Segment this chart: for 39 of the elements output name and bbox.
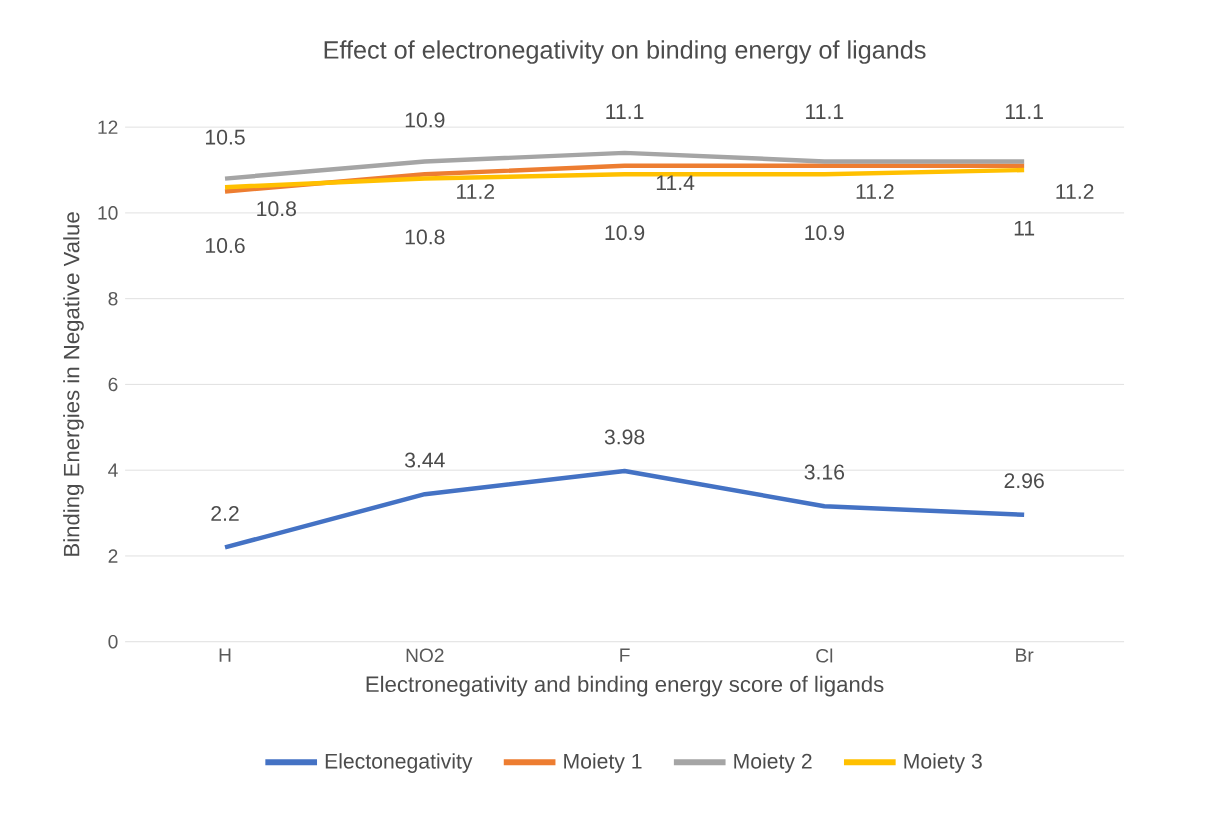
x-tick-label: Br [1016, 648, 1034, 662]
data-label: 10.8 [257, 201, 296, 217]
x-tick-label: NO2 [406, 648, 444, 662]
data-label: 11.4 [656, 175, 695, 190]
data-label: 10.5 [206, 129, 245, 145]
y-tick-label: 8 [108, 291, 118, 306]
data-label: 2.96 [1004, 472, 1044, 488]
data-label: 10.9 [605, 224, 645, 240]
y-tick-label: 6 [108, 377, 118, 392]
data-label: 10.8 [405, 229, 445, 245]
y-tick-label: 4 [108, 463, 118, 477]
legend-label: Moiety 2 [734, 752, 812, 773]
data-label: 11 [1014, 220, 1035, 236]
x-axis-title: Electronegativity and binding energy score of ligands [366, 675, 884, 697]
data-label: 11.1 [806, 104, 844, 119]
data-label: 2.2 [211, 505, 239, 521]
data-label: 10.9 [805, 224, 844, 240]
y-tick-label: 2 [108, 549, 118, 563]
y-tick-label: 12 [98, 120, 118, 134]
legend-label: Electonegativity [325, 752, 473, 773]
y-tick-label: 10 [98, 205, 118, 220]
legend-label: Moiety 3 [904, 752, 982, 773]
y-axis-title: Binding Energies in Negative Value [63, 212, 84, 556]
data-label: 11.2 [856, 183, 894, 199]
data-label: 10.6 [206, 237, 245, 253]
x-tick-label: Cl [816, 648, 833, 663]
data-label: 11.1 [606, 104, 644, 119]
chart-title: Effect of electronegativity on binding energy of ligands [324, 40, 926, 64]
data-label: 11.1 [1005, 104, 1043, 119]
x-tick-label: H [219, 648, 231, 662]
data-label: 11.2 [457, 183, 495, 199]
data-label: 11.2 [1056, 183, 1094, 199]
data-label: 3.98 [604, 429, 645, 445]
x-tick-label: F [620, 648, 630, 662]
legend-label: Moiety 1 [564, 752, 642, 773]
data-label: 10.9 [405, 112, 445, 128]
data-label: 3.44 [404, 452, 445, 468]
data-label: 3.16 [804, 464, 845, 480]
y-tick-label: 0 [108, 634, 118, 649]
